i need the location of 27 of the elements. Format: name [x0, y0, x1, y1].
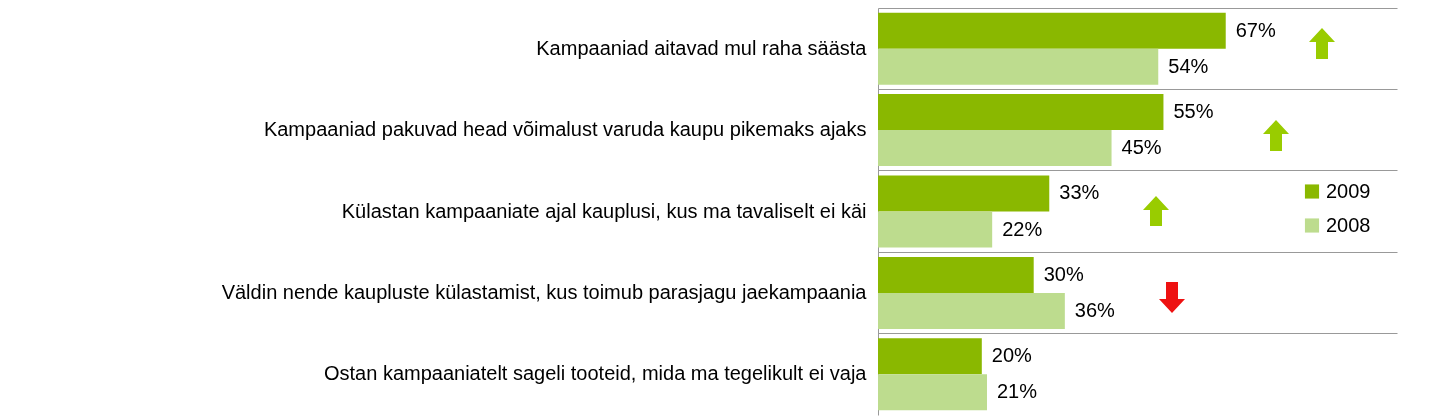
legend-label: 2008 [1326, 213, 1371, 236]
data-label: 33% [1059, 181, 1100, 204]
y-tick-label: Kampaaniad pakuvad head võimalust varuda kaupu pikemaks ajaks [263, 118, 867, 141]
bar [878, 338, 982, 375]
bar [878, 256, 1034, 293]
bar [878, 48, 1159, 85]
bar [878, 12, 1226, 49]
data-label: 22% [1002, 217, 1043, 240]
bar [878, 175, 1050, 212]
bar [878, 94, 1164, 131]
data-label: 21% [996, 380, 1038, 403]
bar [878, 374, 987, 411]
y-tick-label: Külastan kampaaniate ajal kauplusi, kus ma tavaliselt ei käi [341, 199, 867, 222]
data-label: 55% [1173, 100, 1214, 123]
bar [878, 211, 993, 248]
y-tick-label: Ostan kampaaniatelt sageli tooteid, mida ma tegelikult ei vaja [323, 362, 868, 385]
data-label: 67% [1235, 18, 1276, 41]
bar [878, 130, 1112, 167]
data-label: 54% [1168, 54, 1209, 77]
data-label: 30% [1043, 262, 1084, 285]
bar [878, 292, 1065, 329]
y-tick-label: Kampaaniad aitavad mul raha säästa [536, 36, 868, 59]
y-tick-label: Väldin nende kaupluste külastamist, kus toimub parasjagu jaekampaania [221, 280, 868, 303]
legend-label: 2009 [1326, 179, 1371, 202]
data-label: 36% [1074, 298, 1116, 321]
data-label: 20% [991, 344, 1033, 367]
data-label: 45% [1121, 136, 1162, 159]
